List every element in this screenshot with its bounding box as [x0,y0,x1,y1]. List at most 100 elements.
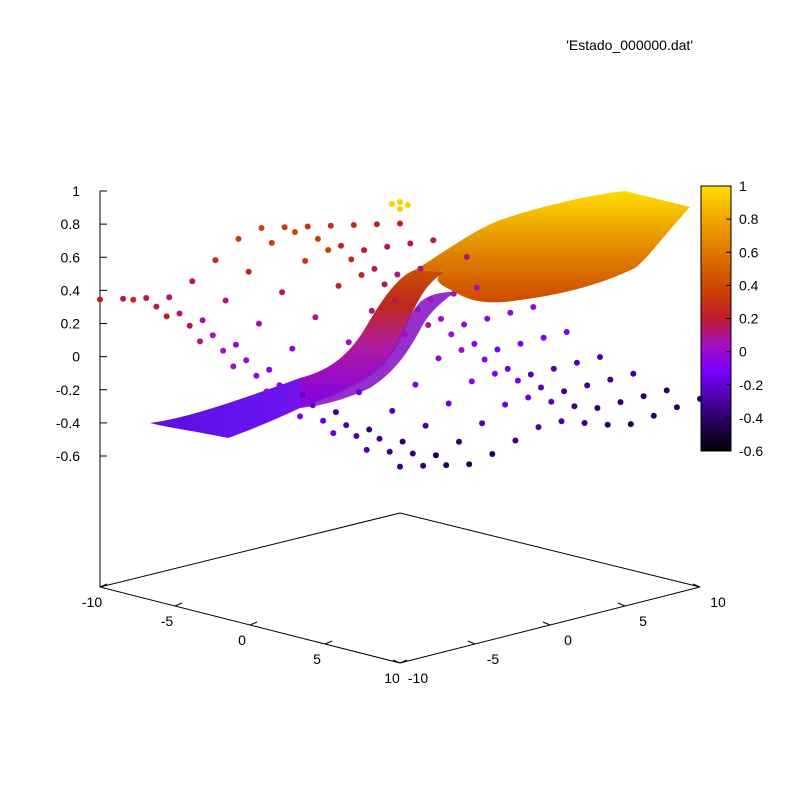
scatter-point [466,461,473,468]
y-tick-mark [467,640,476,645]
scatter-point [291,229,298,235]
scatter-point [507,309,514,316]
surface-kink [300,270,445,408]
scatter-point [594,405,601,411]
scatter-point [361,247,368,254]
scatter-point [279,289,286,296]
scatter-point [212,257,219,264]
scatter-point [407,240,414,247]
scatter-point [463,254,470,260]
scatter-point [438,315,444,322]
y-tick-mark [542,621,551,626]
base-axes [99,512,701,664]
scatter-point [461,321,468,328]
scatter-point [584,382,591,389]
x-tick-mark [249,621,258,626]
x-tick-labels: -10 -5 0 5 10 [82,594,400,686]
scatter-point [130,296,137,303]
scatter-point [199,317,206,324]
scatter-point [245,268,252,275]
scatter-point [397,220,403,227]
scatter-point [640,393,647,400]
z-tick-label: 0.6 [61,249,81,265]
scatter-point [163,313,170,320]
scatter-point [263,388,270,395]
colorbar-tick-labels: 1 0.8 0.6 0.4 0.2 0 -0.2 -0.4 -0.6 [726,178,763,459]
legend-key: 'Estado_000000.dat' [566,37,693,53]
scatter-point [417,265,424,272]
scatter-point [335,282,342,289]
scatter-point [97,296,103,303]
scatter-point [230,363,237,370]
scatter-point [458,347,465,353]
scatter-point [327,222,334,229]
scatter-point [297,413,303,420]
scatter-point [312,314,319,321]
scatter-point [627,421,634,428]
scatter-point [397,463,403,470]
scatter-point [471,340,478,347]
scatter-point [389,201,395,207]
scatter-point [468,378,475,385]
scatter-point [412,381,419,388]
x-tick-label: 5 [313,651,321,667]
scatter-point [597,354,603,360]
scatter-point [538,384,544,391]
scatter-point [232,341,239,348]
scatter-point [304,223,311,230]
scatter-point [432,452,439,459]
colorbar-tick-label: 0 [739,344,747,360]
z-tick-label: 0 [72,349,80,365]
surface-high-plateau [415,191,690,303]
back-edge-right [399,512,701,588]
scatter-point [209,332,216,339]
scatter-point [430,237,437,244]
scatter-point [120,295,127,302]
scatter-point [550,365,557,372]
colorbar-tick-label: -0.2 [739,377,763,393]
scatter-point [405,202,411,208]
scatter-point [435,355,442,362]
z-tick-label: 0.8 [61,216,81,232]
x-tick-mark [174,602,183,607]
y-tick-mark [392,659,401,664]
scatter-point [368,307,375,314]
scatter-point [366,426,373,433]
scatter-point [189,278,196,285]
scatter-point [445,400,452,407]
scatter-point [630,370,637,377]
z-tick-labels: 1 0.8 0.6 0.4 0.2 0 -0.2 -0.4 -0.6 [56,183,80,464]
scatter-point [343,422,350,429]
colorbar: 1 0.8 0.6 0.4 0.2 0 -0.2 -0.4 -0.6 [700,178,763,459]
scatter-point [222,297,229,304]
scatter-point [345,339,352,346]
scatter-point [489,451,496,457]
scatter-point [266,366,273,373]
colorbar-tick-label: -0.4 [739,410,763,426]
x-tick-label: 0 [238,632,246,648]
y-tick-labels: -10 -5 0 5 10 [408,594,726,686]
scatter-point [604,421,611,428]
scatter-point [650,412,657,419]
x-tick-mark [324,640,333,645]
scatter-point [530,304,537,310]
scatter-point [153,303,160,310]
scatter-point [443,462,450,469]
z-tick-label: -0.6 [56,448,80,464]
scatter-point [299,391,306,398]
scatter-point [394,271,401,278]
scatter-point [399,438,406,445]
scatter-point [561,388,568,395]
scatter-point [473,284,480,291]
scatter-point [348,256,355,263]
scatter-point [389,407,396,414]
scatter-point [353,433,360,439]
back-edge-left [99,512,401,588]
scatter-point [527,371,534,378]
scatter-point [289,345,296,352]
scatter-point [484,315,491,322]
scatter-point [514,377,521,384]
z-tick-label: -0.4 [56,415,80,431]
scatter-point [253,372,260,379]
scatter-point [309,402,316,409]
